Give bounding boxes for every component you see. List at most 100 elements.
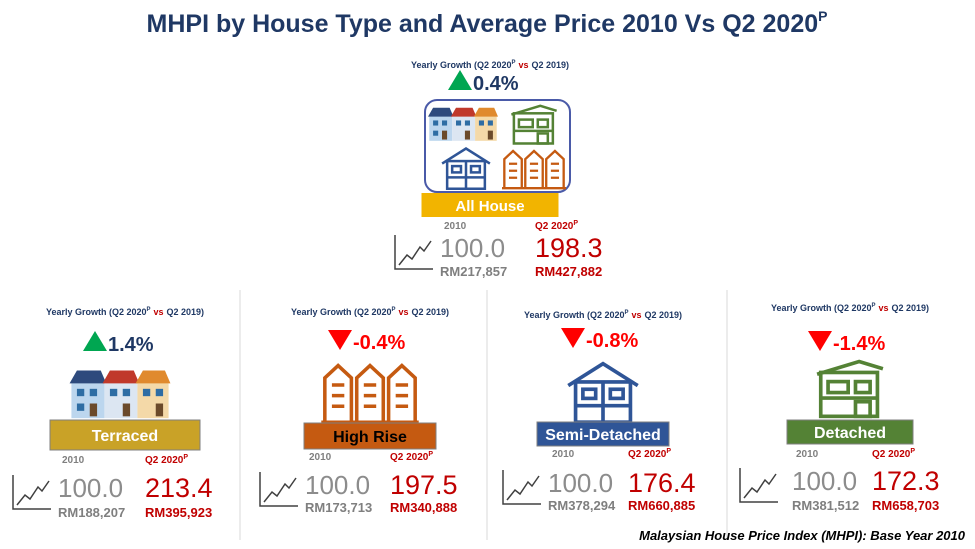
high-rise-icon (321, 366, 418, 423)
type-label: All House (455, 198, 524, 215)
title-sup: P (818, 8, 827, 24)
current-period: Q2 2020P (535, 220, 578, 232)
current-index: 198.3 (535, 233, 603, 263)
growth-label-sup: P (511, 60, 515, 66)
growth-label-text: Yearly Growth (Q2 2020 (524, 310, 625, 320)
base-price: RM378,294 (548, 498, 616, 513)
semi-detached-icon (568, 364, 637, 423)
current-period-sup: P (428, 451, 433, 458)
base-index: 100.0 (58, 473, 123, 503)
growth-label-text: Yearly Growth (Q2 2020 (411, 60, 512, 70)
current-period: Q2 2020P (628, 448, 671, 460)
growth-label-period: Q2 2019) (532, 60, 570, 70)
growth-label-vs: vs (879, 303, 889, 313)
type-label-bg (786, 419, 914, 445)
base-index: 100.0 (548, 468, 613, 498)
type-label: Terraced (92, 428, 158, 445)
growth-value: -0.4% (353, 332, 405, 354)
trend-icon-line (398, 240, 432, 266)
arrow-up (448, 70, 472, 90)
base-index: 100.0 (305, 470, 370, 500)
current-index: 176.4 (628, 468, 696, 498)
growth-label-sup: P (871, 303, 875, 309)
arrow-down (808, 331, 832, 351)
growth-value: 0.4% (473, 73, 519, 95)
current-period-sup: P (183, 454, 188, 461)
current-index: 197.5 (390, 470, 458, 500)
current-index: 172.3 (872, 466, 940, 496)
current-price: RM427,882 (535, 264, 602, 279)
footer: Malaysian House Price Index (MHPI): Base… (639, 528, 966, 543)
arrow-down (561, 328, 585, 348)
growth-label: Yearly Growth (Q2 2020P vs Q2 2019) (524, 310, 682, 320)
growth-label: Yearly Growth (Q2 2020P vs Q2 2019) (291, 307, 449, 317)
trend-icon (739, 468, 778, 503)
growth-label-vs: vs (154, 307, 164, 317)
growth-label-vs: vs (399, 307, 409, 317)
current-period-text: Q2 2020 (628, 449, 667, 460)
type-label-bg (536, 421, 670, 447)
current-period: Q2 2020P (872, 448, 915, 460)
current-price: RM660,885 (628, 498, 695, 513)
base-price: RM217,857 (440, 264, 507, 279)
trend-icon-line (506, 475, 540, 501)
growth-label-period: Q2 2019) (645, 310, 683, 320)
current-period-sup: P (910, 448, 915, 455)
current-period-sup: P (666, 448, 671, 455)
base-price: RM381,512 (792, 498, 859, 513)
type-label: Detached (814, 425, 886, 442)
current-period: Q2 2020P (145, 454, 188, 466)
trend-icon (394, 235, 433, 270)
growth-label-period: Q2 2019) (892, 303, 930, 313)
growth-value: -1.4% (833, 333, 885, 355)
growth-label-sup: P (146, 307, 150, 313)
growth-label-period: Q2 2019) (167, 307, 205, 317)
growth-label-sup: P (624, 310, 628, 316)
current-period-text: Q2 2020 (872, 449, 911, 460)
growth-label-sup: P (391, 307, 395, 313)
base-year: 2010 (309, 452, 332, 463)
base-year: 2010 (62, 455, 85, 466)
growth-value: -0.8% (586, 330, 638, 352)
type-label-bg (303, 422, 437, 450)
growth-label: Yearly Growth (Q2 2020P vs Q2 2019) (411, 60, 569, 70)
type-label-bg (421, 193, 559, 217)
growth-label: Yearly Growth (Q2 2020P vs Q2 2019) (46, 307, 204, 317)
arrow-down (328, 330, 352, 350)
dividers (239, 290, 728, 540)
terraced-icon (69, 370, 171, 419)
current-period-text: Q2 2020 (535, 221, 574, 232)
type-label: High Rise (333, 429, 407, 446)
current-index: 213.4 (145, 473, 213, 503)
growth-label-vs: vs (519, 60, 529, 70)
current-price: RM658,703 (872, 498, 939, 513)
detached-icon (817, 361, 883, 416)
base-index: 100.0 (792, 466, 857, 496)
trend-icon (12, 475, 51, 510)
growth-value: 1.4% (108, 334, 154, 356)
base-price: RM188,207 (58, 505, 125, 520)
type-label-bg (49, 419, 201, 451)
growth-label-text: Yearly Growth (Q2 2020 (46, 307, 147, 317)
trend-icon (502, 470, 541, 505)
current-period-sup: P (573, 220, 578, 227)
growth-label-period: Q2 2019) (412, 307, 450, 317)
base-index: 100.0 (440, 233, 505, 263)
growth-label: Yearly Growth (Q2 2020P vs Q2 2019) (771, 303, 929, 313)
trend-icon-line (16, 480, 50, 506)
growth-label-text: Yearly Growth (Q2 2020 (291, 307, 392, 317)
trend-icon-line (263, 477, 297, 503)
title: MHPI by House Type and Average Price 201… (147, 8, 828, 38)
trend-icon-line (743, 473, 777, 499)
growth-label-text: Yearly Growth (Q2 2020 (771, 303, 872, 313)
base-year: 2010 (444, 221, 467, 232)
growth-label-vs: vs (632, 310, 642, 320)
base-price: RM173,713 (305, 500, 372, 515)
current-period-text: Q2 2020 (390, 452, 429, 463)
current-period-text: Q2 2020 (145, 455, 184, 466)
current-price: RM395,923 (145, 505, 212, 520)
base-year: 2010 (796, 449, 819, 460)
title-text: MHPI by House Type and Average Price 201… (147, 10, 819, 38)
current-price: RM340,888 (390, 500, 457, 515)
